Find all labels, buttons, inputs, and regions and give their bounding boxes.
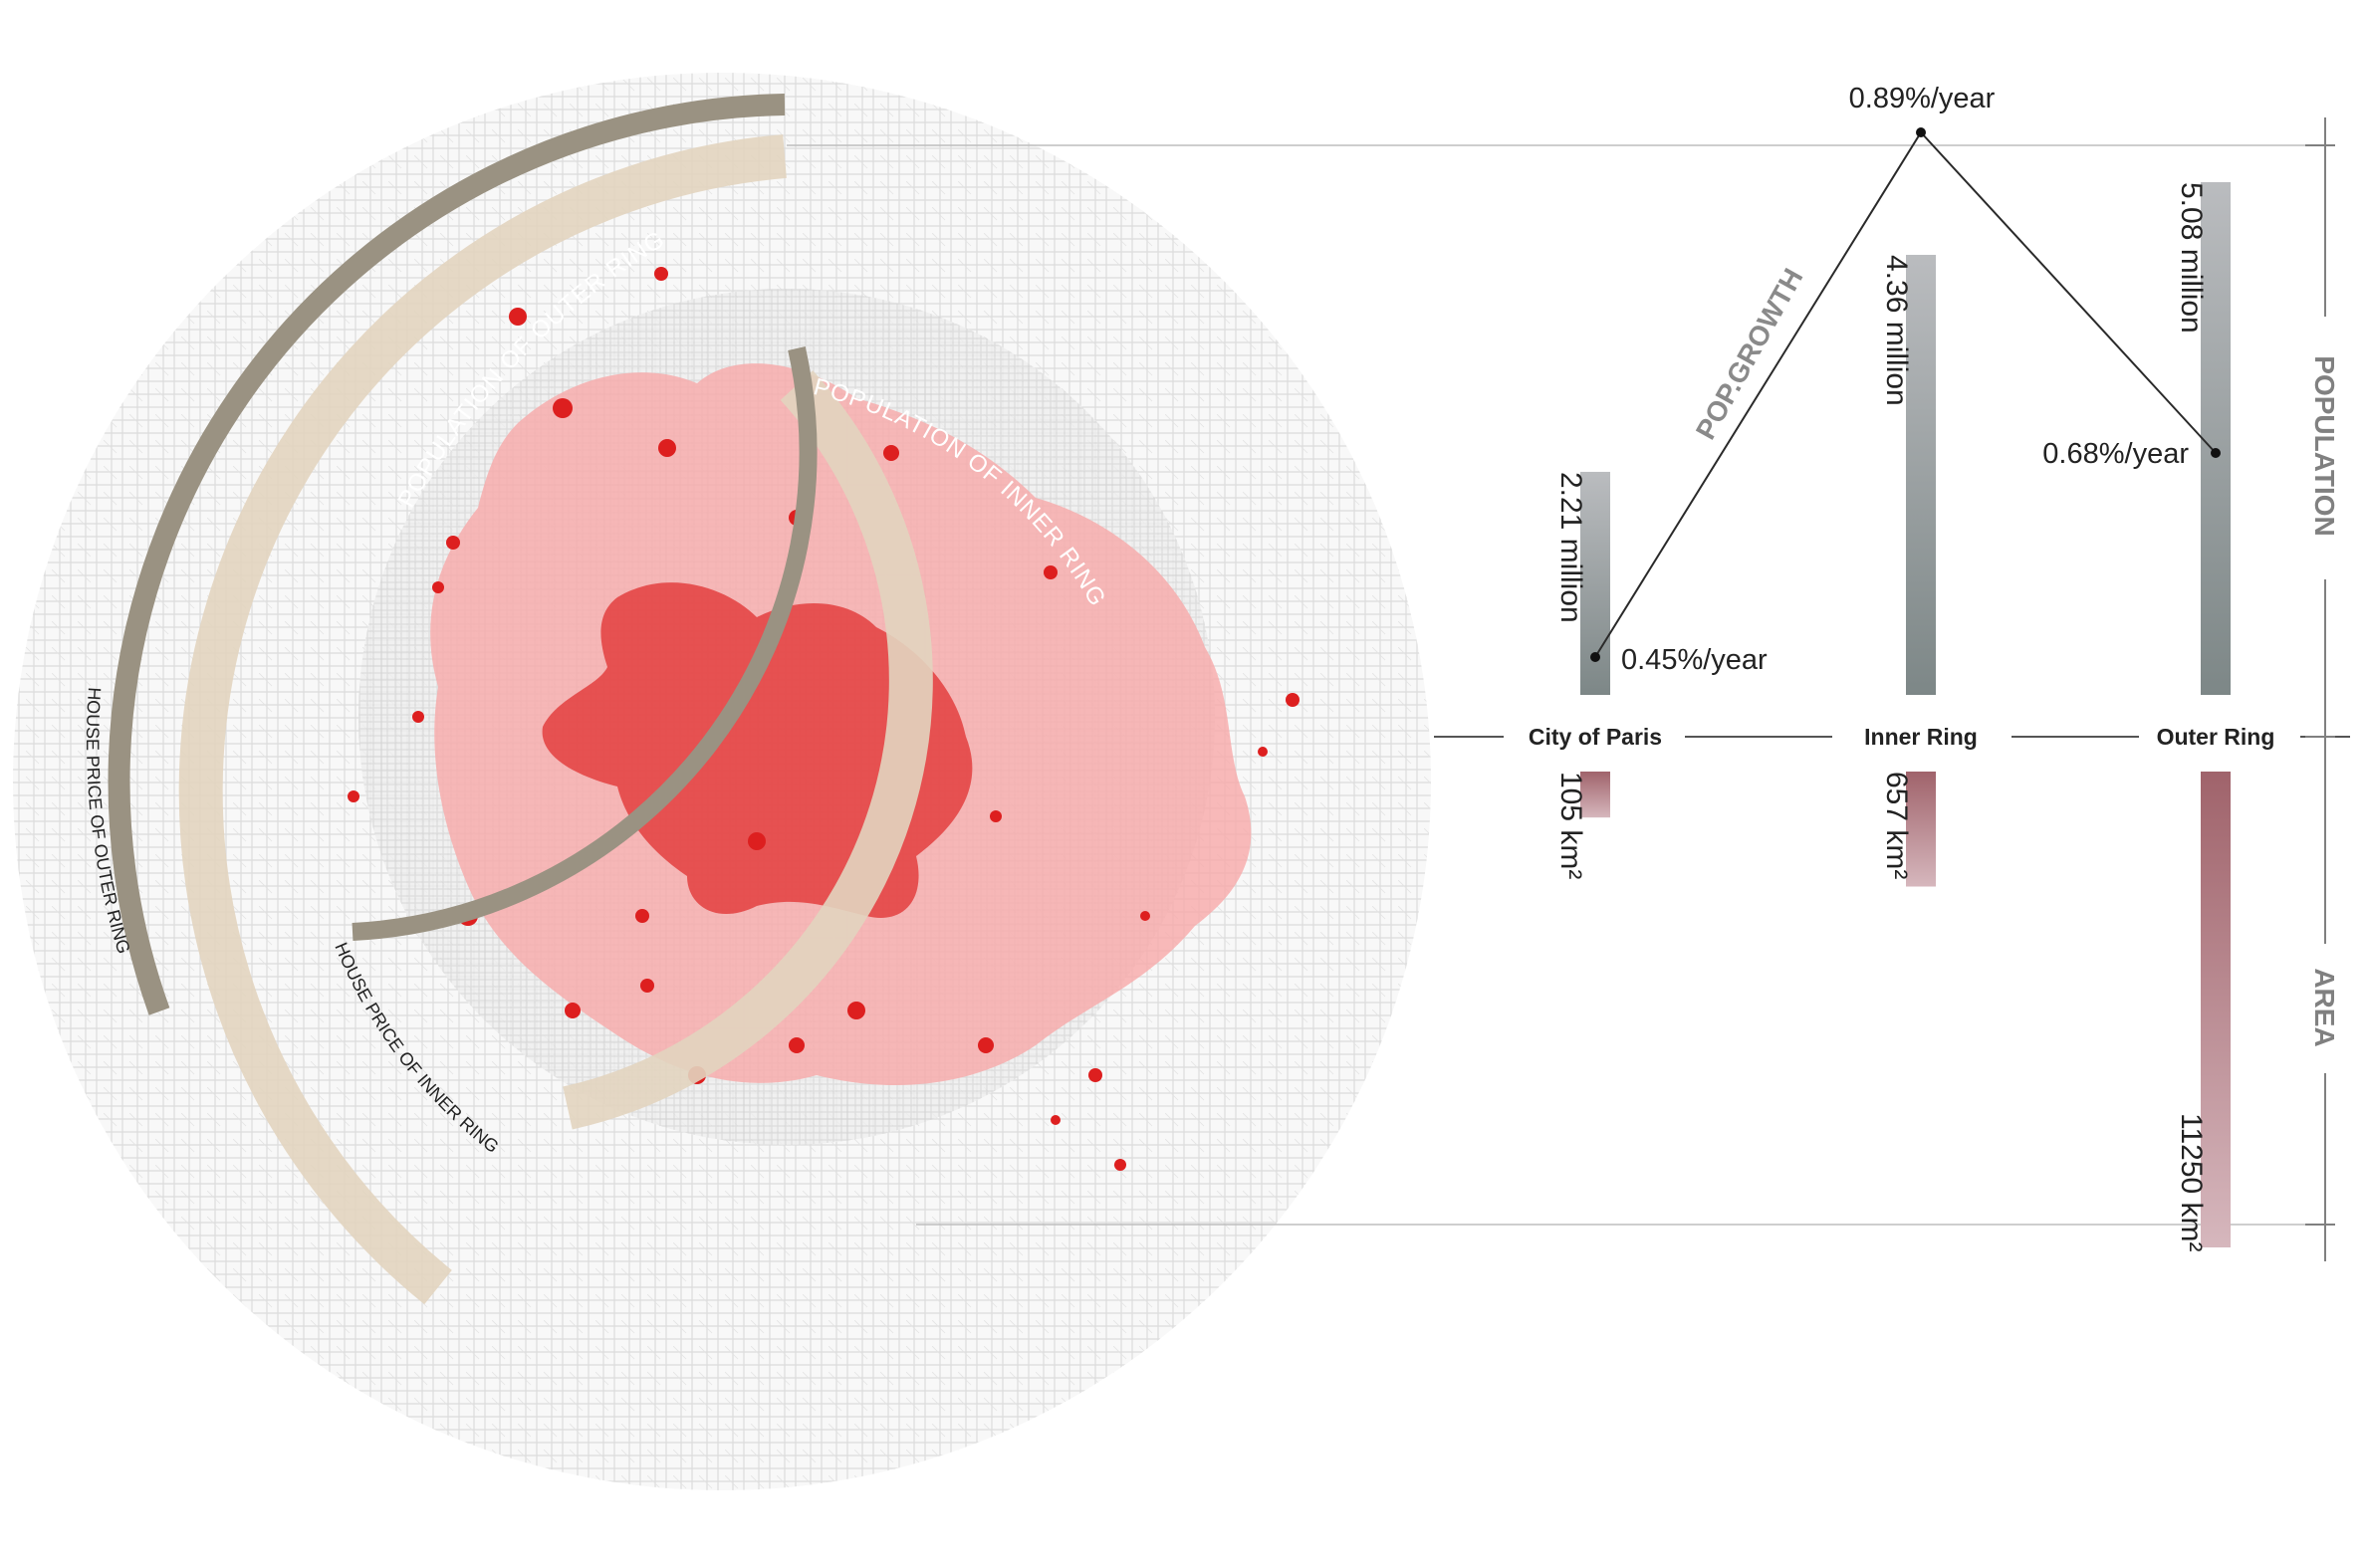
population-arc-inner bbox=[563, 370, 933, 1130]
right-scale: POPULATION AREA bbox=[2305, 117, 2342, 1261]
category-labels: City of Paris Inner Ring Outer Ring bbox=[1529, 724, 2275, 750]
population-value-label: 4.36 million bbox=[1880, 255, 1913, 406]
category-label: City of Paris bbox=[1529, 724, 1662, 750]
growth-rate-label: 0.45%/year bbox=[1621, 644, 1768, 676]
growth-rate-label: 0.68%/year bbox=[2042, 438, 2189, 470]
population-arc-outer bbox=[178, 134, 787, 1305]
population-bar bbox=[2201, 182, 2231, 695]
guide-lines bbox=[787, 144, 2325, 1226]
price-arc-outer bbox=[108, 94, 786, 1015]
growth-title: POP.GROWTH bbox=[1690, 263, 1809, 444]
growth-point bbox=[1916, 127, 1926, 137]
price-arc-inner bbox=[352, 346, 818, 941]
area-bars bbox=[1580, 772, 2231, 1247]
area-bar bbox=[1906, 772, 1936, 887]
area-bar bbox=[2201, 772, 2231, 1247]
growth-rate-label: 0.89%/year bbox=[1849, 83, 1996, 114]
area-axis-label: AREA bbox=[2309, 968, 2340, 1046]
population-value-label: 2.21 million bbox=[1554, 472, 1587, 623]
population-bar bbox=[1906, 254, 1936, 695]
growth-point bbox=[2211, 448, 2221, 458]
area-value-label: 105 km² bbox=[1554, 772, 1587, 879]
population-bars bbox=[1580, 182, 2231, 695]
area-bar bbox=[1580, 772, 1610, 818]
population-axis-label: POPULATION bbox=[2309, 355, 2340, 536]
category-label: Outer Ring bbox=[2157, 724, 2275, 750]
paris-map bbox=[13, 73, 1431, 1490]
area-value-label: 657 km² bbox=[1880, 772, 1913, 879]
area-value-label: 11250 km² bbox=[2175, 1113, 2208, 1252]
bar-labels: 2.21 million 105 km² 4.36 million 657 km² 5.… bbox=[1554, 182, 2208, 1252]
population-area-chart: 0.45%/year 0.89%/year 0.68%/year POP.GROWTH… bbox=[1434, 83, 2350, 1261]
population-value-label: 5.08 million bbox=[2175, 182, 2208, 334]
category-label: Inner Ring bbox=[1864, 724, 1978, 750]
growth-point bbox=[1590, 652, 1600, 662]
